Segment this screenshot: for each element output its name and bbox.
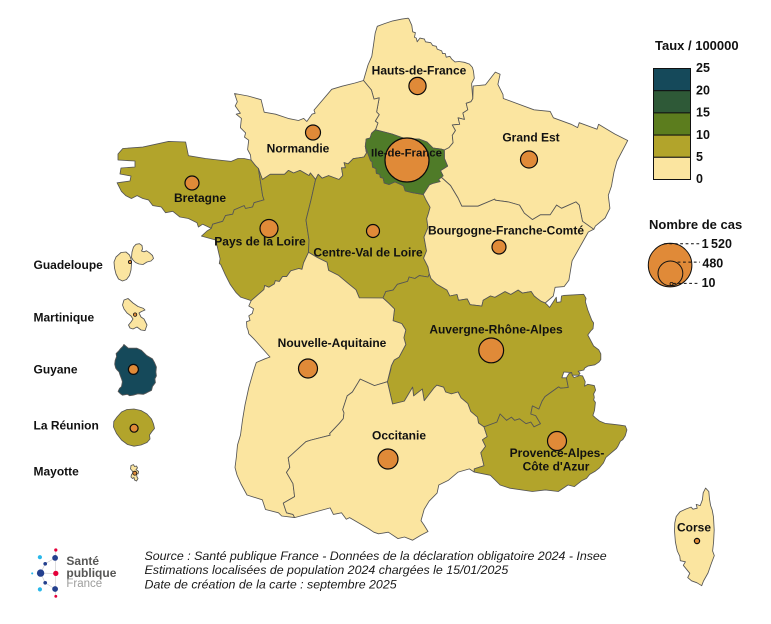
- svg-text:Bourgogne-Franche-Comté: Bourgogne-Franche-Comté: [428, 224, 584, 238]
- svg-text:Guadeloupe: Guadeloupe: [34, 258, 104, 272]
- svg-text:Martinique: Martinique: [34, 310, 95, 324]
- svg-text:Normandie: Normandie: [267, 141, 330, 155]
- svg-text:Ile-de-France: Ile-de-France: [371, 147, 442, 159]
- svg-text:Nombre de cas: Nombre de cas: [649, 217, 742, 232]
- svg-text:Corse: Corse: [677, 521, 711, 535]
- svg-text:5: 5: [696, 150, 703, 164]
- svg-text:Auvergne-Rhône-Alpes: Auvergne-Rhône-Alpes: [429, 323, 563, 337]
- svg-text:Mayotte: Mayotte: [34, 464, 80, 478]
- svg-text:Bretagne: Bretagne: [174, 191, 226, 205]
- svg-text:480: 480: [702, 257, 723, 271]
- svg-text:Source : Santé publique France: Source : Santé publique France - Données…: [145, 549, 607, 563]
- svg-text:0: 0: [696, 172, 703, 186]
- svg-text:Occitanie: Occitanie: [372, 429, 426, 443]
- svg-text:Hauts-de-France: Hauts-de-France: [372, 63, 467, 77]
- svg-text:Taux / 100000: Taux / 100000: [655, 38, 739, 53]
- svg-text:Grand Est: Grand Est: [502, 131, 559, 145]
- svg-text:25: 25: [696, 61, 710, 75]
- svg-text:20: 20: [696, 83, 710, 97]
- svg-text:Estimations localisées de popu: Estimations localisées de population 202…: [145, 563, 509, 577]
- svg-text:15: 15: [696, 106, 710, 120]
- svg-text:Provence-Alpes-: Provence-Alpes-: [510, 446, 605, 460]
- svg-text:Centre-Val de Loire: Centre-Val de Loire: [313, 246, 423, 260]
- svg-text:10: 10: [702, 276, 716, 290]
- svg-text:Côte d'Azur: Côte d'Azur: [523, 460, 590, 474]
- svg-text:Date de création de la carte :: Date de création de la carte : septembre…: [145, 578, 397, 592]
- svg-text:10: 10: [696, 128, 710, 142]
- svg-text:Guyane: Guyane: [34, 362, 78, 376]
- svg-text:Nouvelle-Aquitaine: Nouvelle-Aquitaine: [278, 336, 387, 350]
- svg-text:Pays de la Loire: Pays de la Loire: [214, 234, 306, 248]
- svg-text:France: France: [66, 578, 102, 590]
- svg-text:La Réunion: La Réunion: [34, 418, 99, 432]
- svg-text:1 520: 1 520: [702, 237, 732, 251]
